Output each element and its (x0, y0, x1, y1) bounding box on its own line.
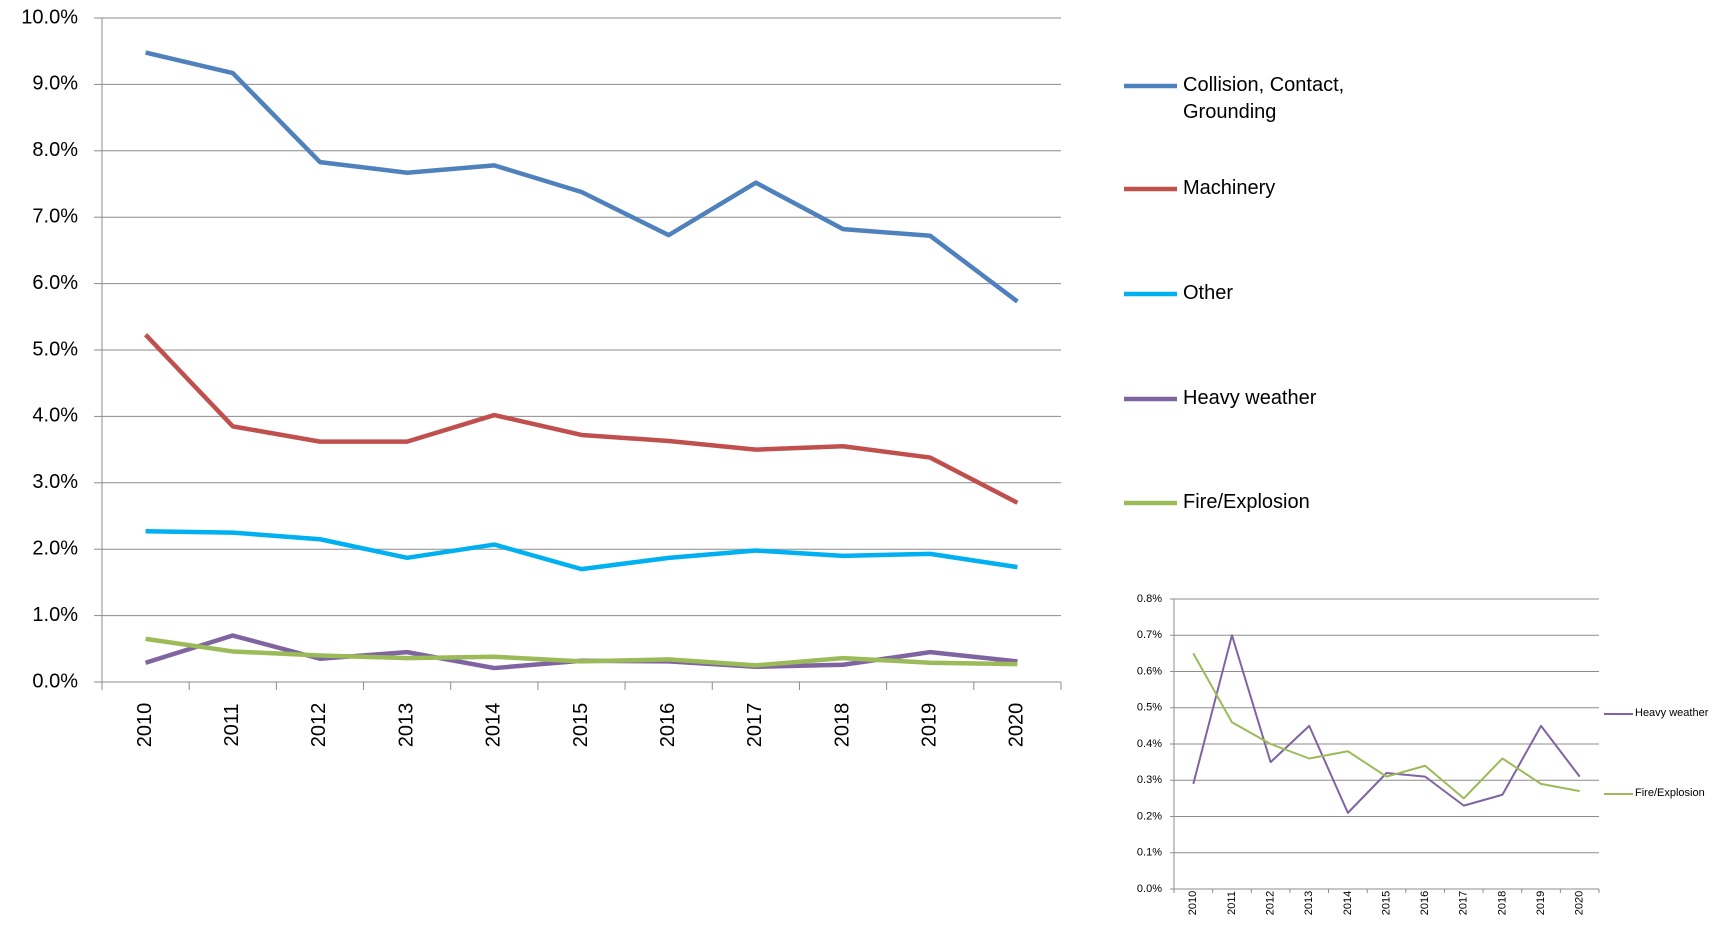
y-tick-label: 0.1% (1137, 847, 1162, 859)
x-tick-label: 2016 (1419, 891, 1431, 915)
series-line (1192, 634, 1581, 814)
legend-label: Fire/Explosion (1183, 491, 1310, 513)
y-tick-label: 0.0% (1137, 883, 1162, 895)
x-tick-label: 2019 (919, 703, 941, 748)
y-tick-label: 0.0% (32, 670, 78, 692)
y-tick-label: 6.0% (32, 272, 78, 294)
x-tick-label: 2013 (1303, 891, 1315, 915)
y-tick-label: 8.0% (32, 139, 78, 161)
y-tick-label: 4.0% (32, 405, 78, 427)
y-tick-label: 7.0% (32, 205, 78, 227)
y-tick-label: 0.8% (1137, 593, 1162, 605)
x-tick-label: 2017 (744, 703, 766, 748)
x-tick-label: 2014 (483, 703, 505, 748)
series-line (145, 529, 1018, 572)
y-tick-label: 2.0% (32, 537, 78, 559)
legend-label: Fire/Explosion (1635, 787, 1705, 800)
legend-label: Machinery (1183, 177, 1276, 199)
x-tick-label: 2012 (1264, 891, 1276, 915)
x-tick-label: 2012 (308, 703, 330, 748)
x-tick-label: 2019 (1535, 891, 1547, 915)
x-tick-label: 2018 (1496, 891, 1508, 915)
y-tick-label: 9.0% (32, 73, 78, 95)
y-tick-label: 0.5% (1137, 702, 1162, 714)
x-tick-label: 2011 (221, 703, 243, 746)
legend-label: Heavy weather (1183, 387, 1317, 409)
y-tick-label: 1.0% (32, 604, 78, 626)
x-tick-label: 2020 (1574, 891, 1586, 915)
x-tick-label: 2017 (1458, 891, 1470, 915)
series-line (1192, 652, 1580, 800)
legend-label: Other (1183, 282, 1234, 304)
x-tick-label: 2016 (657, 703, 679, 748)
legend-label: Collision, Contact, Grounding (1183, 74, 1345, 123)
x-tick-label: 2010 (1187, 891, 1199, 915)
x-tick-label: 2018 (831, 703, 853, 748)
x-tick-label: 2011 (1226, 891, 1238, 915)
y-tick-label: 5.0% (32, 338, 78, 360)
x-tick-label: 2010 (134, 703, 156, 748)
x-tick-label: 2020 (1006, 703, 1028, 748)
x-tick-label: 2015 (570, 703, 592, 748)
y-tick-label: 0.3% (1137, 774, 1162, 786)
y-tick-label: 10.0% (21, 6, 78, 28)
y-tick-label: 3.0% (32, 471, 78, 493)
series-line (145, 636, 1018, 668)
y-tick-label: 0.6% (1137, 665, 1162, 677)
x-tick-label: 2014 (1342, 891, 1354, 915)
y-tick-label: 0.4% (1137, 738, 1162, 750)
x-tick-label: 2015 (1380, 891, 1392, 915)
x-tick-label: 2013 (395, 703, 417, 748)
y-tick-label: 0.7% (1137, 629, 1162, 641)
y-tick-label: 0.2% (1137, 810, 1162, 822)
series-line (143, 333, 1019, 505)
series-line (145, 50, 1019, 304)
legend-label: Heavy weather (1635, 707, 1709, 720)
